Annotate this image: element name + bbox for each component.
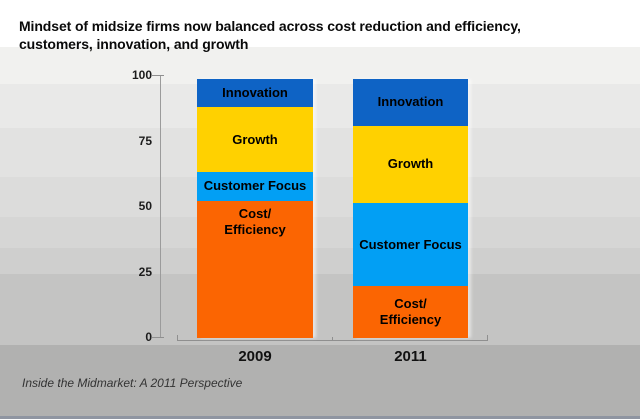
segment-label: Customer Focus <box>203 178 307 194</box>
segment-label: Innovation <box>377 94 444 110</box>
y-tick-mark <box>152 337 164 338</box>
segment-cost-efficiency: Cost/ Efficiency <box>197 200 313 338</box>
segment-cost-efficiency: Cost/ Efficiency <box>353 286 468 338</box>
segment-growth: Growth <box>353 125 468 204</box>
x-axis-tick <box>487 335 488 341</box>
segment-growth: Growth <box>197 107 313 173</box>
bar-2011: Innovation Growth Customer Focus Cost/ Effi… <box>353 79 468 338</box>
y-tick-label: 100 <box>131 68 152 82</box>
y-tick-mark <box>152 75 164 76</box>
segment-label: Growth <box>232 131 278 147</box>
x-category-label: 2009 <box>238 348 272 365</box>
segment-innovation: Innovation <box>353 79 468 126</box>
segment-label: Innovation <box>222 85 288 101</box>
bar-2009: Innovation Growth Customer Focus Cost/ Effi… <box>197 79 313 338</box>
segment-innovation: Innovation <box>197 79 313 108</box>
x-axis-tick <box>177 335 178 341</box>
y-tick-label: 0 <box>145 330 152 344</box>
segment-customer-focus: Customer Focus <box>197 172 313 201</box>
segment-label: Growth <box>387 156 434 172</box>
y-tick-label: 50 <box>138 199 152 213</box>
x-category-label: 2011 <box>394 348 427 365</box>
source-note: Inside the Midmarket: A 2011 Perspective <box>22 376 243 390</box>
segment-label: Cost/ Efficiency <box>379 296 442 328</box>
x-axis-tick <box>332 337 333 341</box>
page-title: Mindset of midsize firms now balanced ac… <box>19 18 521 52</box>
segment-label: Cost/ Efficiency <box>224 205 286 237</box>
y-axis-line <box>160 75 161 338</box>
segment-label: Customer Focus <box>359 236 462 252</box>
segment-customer-focus: Customer Focus <box>353 203 468 287</box>
y-tick-label: 75 <box>138 133 152 148</box>
y-tick-label: 25 <box>138 264 152 279</box>
